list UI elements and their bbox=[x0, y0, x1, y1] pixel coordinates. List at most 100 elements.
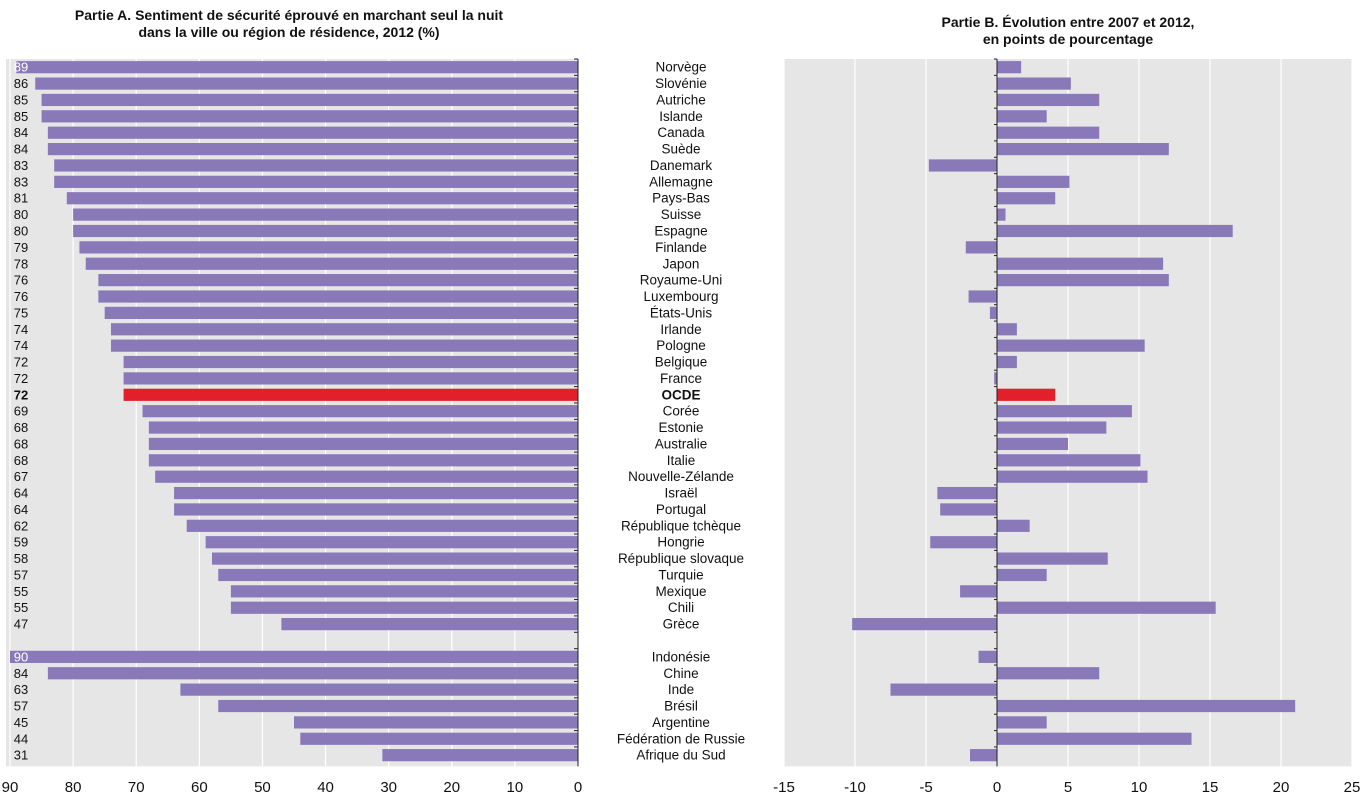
category-label-danemark: Danemark bbox=[650, 158, 713, 173]
panel-a-value-label-pologne: 74 bbox=[14, 338, 28, 353]
category-label-belgique: Belgique bbox=[655, 355, 708, 370]
category-label-luxembourg: Luxembourg bbox=[643, 289, 718, 304]
panel-a-bar-luxembourg bbox=[98, 290, 578, 303]
panel-a-value-label-republique-tcheque: 62 bbox=[14, 518, 28, 533]
panel-a-bar-espagne bbox=[73, 224, 578, 238]
panel-a-bar-suisse bbox=[73, 208, 578, 221]
panel-a-value-label-inde: 63 bbox=[14, 682, 28, 697]
category-label-norvege: Norvège bbox=[655, 60, 706, 75]
panel-a-bar-chili bbox=[230, 601, 578, 614]
panel-a-value-label-etats-unis: 75 bbox=[14, 305, 28, 320]
category-label-islande: Islande bbox=[659, 109, 703, 124]
panel-a-x-tick-label: 70 bbox=[128, 779, 145, 796]
panel-a-value-label-australie: 68 bbox=[14, 436, 28, 451]
panel-b-bar-irlande bbox=[997, 323, 1017, 336]
panel-a-value-label-belgique: 72 bbox=[14, 355, 28, 370]
panel-a-x-tick-label: 50 bbox=[254, 779, 271, 796]
category-label-canada: Canada bbox=[657, 125, 705, 140]
panel-a-bar-republique-slovaque bbox=[211, 552, 578, 565]
panel-a-bar-royaume-uni bbox=[98, 274, 578, 287]
panel-a-bar-slovenie bbox=[35, 77, 578, 90]
panel-b-bar-inde bbox=[890, 683, 997, 696]
category-label-argentine: Argentine bbox=[652, 715, 710, 730]
panel-a-value-label-slovenie: 86 bbox=[14, 76, 28, 91]
panel-a-bar-chine bbox=[47, 667, 579, 680]
panel-b-bar-royaume-uni bbox=[997, 274, 1169, 287]
category-label-hongrie: Hongrie bbox=[657, 535, 704, 550]
panel-a-bar-argentine bbox=[294, 716, 578, 729]
panel-a-value-label-ocde: 72 bbox=[14, 387, 28, 402]
panel-b-x-tick-label: 5 bbox=[1064, 779, 1072, 796]
category-label-france: France bbox=[660, 371, 702, 386]
panel-b-bar-slovenie bbox=[997, 77, 1071, 90]
panel-b-x-tick-label: 20 bbox=[1273, 779, 1290, 796]
panel-a-bar-france bbox=[123, 372, 578, 385]
panel-a-value-label-finlande: 79 bbox=[14, 240, 28, 255]
panel-a-value-label-italie: 68 bbox=[14, 453, 28, 468]
panel-a-value-label-israel: 64 bbox=[14, 486, 28, 501]
panel-a-value-label-hongrie: 59 bbox=[14, 535, 28, 550]
category-label-etats-unis: États-Unis bbox=[650, 305, 713, 320]
panel-a-bar-inde bbox=[180, 683, 578, 696]
category-label-estonie: Estonie bbox=[658, 420, 703, 435]
panel-b-x-tick-label: -5 bbox=[919, 779, 932, 796]
category-label-nouvelle-zelande: Nouvelle-Zélande bbox=[628, 469, 734, 484]
panel-a-x-tick-label: 20 bbox=[443, 779, 460, 796]
panel-b-bar-mexique bbox=[960, 585, 997, 598]
panel-a-value-label-luxembourg: 76 bbox=[14, 289, 28, 304]
panel-a-bar-finlande bbox=[79, 241, 578, 254]
panel-a-x-tick-label: 60 bbox=[191, 779, 208, 796]
panel-b-bar-danemark bbox=[928, 159, 997, 172]
panel-a-value-label-chili: 55 bbox=[14, 600, 28, 615]
panel-b-bar-israel bbox=[937, 486, 997, 500]
panel-a-bar-estonie bbox=[148, 421, 578, 434]
panel-a-x-tick-label: 80 bbox=[65, 779, 82, 796]
panel-a-bar-grece bbox=[281, 618, 578, 631]
panel-b-x-tick-label: 0 bbox=[993, 779, 1001, 796]
panel-b-bar-pays-bas bbox=[997, 192, 1056, 205]
category-label-federation-de-russie: Fédération de Russie bbox=[617, 731, 745, 746]
panel-a-value-label-nouvelle-zelande: 67 bbox=[14, 469, 28, 484]
panel-a-value-label-argentine: 45 bbox=[14, 715, 28, 730]
panel-b-bar-federation-de-russie bbox=[997, 732, 1192, 745]
panel-a-x-tick-label: 30 bbox=[380, 779, 397, 796]
category-label-ocde: OCDE bbox=[661, 387, 700, 402]
panel-b-bar-australie bbox=[997, 437, 1068, 451]
panel-a-bar-pays-bas bbox=[66, 192, 579, 205]
panel-b-bar-coree bbox=[997, 405, 1132, 418]
panel-a-bar-suede bbox=[47, 142, 579, 156]
panel-b-bar-nouvelle-zelande bbox=[997, 470, 1148, 483]
panel-b-bar-espagne bbox=[997, 224, 1233, 238]
panel-a-bar-italie bbox=[148, 454, 578, 467]
panel-b-bar-bresil bbox=[997, 699, 1296, 713]
category-label-coree: Corée bbox=[663, 404, 700, 419]
panel-a-value-label-indonesie: 90 bbox=[14, 649, 28, 664]
panel-b-bar-japon bbox=[997, 257, 1164, 270]
category-label-grece: Grèce bbox=[663, 617, 700, 632]
panel-a-value-label-canada: 84 bbox=[14, 125, 28, 140]
category-label-israel: Israël bbox=[664, 486, 697, 501]
category-label-australie: Australie bbox=[655, 436, 708, 451]
panel-b-bar-pologne bbox=[997, 339, 1145, 352]
category-label-italie: Italie bbox=[667, 453, 696, 468]
panel-a-bar-etats-unis bbox=[104, 306, 579, 319]
category-label-republique-slovaque: République slovaque bbox=[618, 551, 744, 566]
category-label-chili: Chili bbox=[668, 600, 694, 615]
category-label-mexique: Mexique bbox=[655, 584, 706, 599]
panel-b-bar-republique-tcheque bbox=[997, 519, 1030, 532]
panel-b-bar-autriche bbox=[997, 93, 1100, 107]
panel-b-bar-suede bbox=[997, 142, 1169, 156]
panel-b-bar-suisse bbox=[997, 208, 1006, 221]
panel-a-bar-turquie bbox=[218, 568, 578, 582]
panel-a-bar-bresil bbox=[218, 699, 578, 713]
panel-a-value-label-estonie: 68 bbox=[14, 420, 28, 435]
panel-a-value-label-mexique: 55 bbox=[14, 584, 28, 599]
panel-a-x-tick-label: 10 bbox=[507, 779, 524, 796]
panel-a-bar-belgique bbox=[123, 355, 578, 369]
panel-b-bar-portugal bbox=[940, 503, 997, 516]
panel-a-title-line2: dans la ville ou région de résidence, 20… bbox=[138, 24, 440, 40]
panel-a-value-label-afrique-du-sud: 31 bbox=[14, 748, 28, 763]
panel-a-x-tick-label: 40 bbox=[317, 779, 334, 796]
panel-b-bar-chine bbox=[997, 667, 1100, 680]
